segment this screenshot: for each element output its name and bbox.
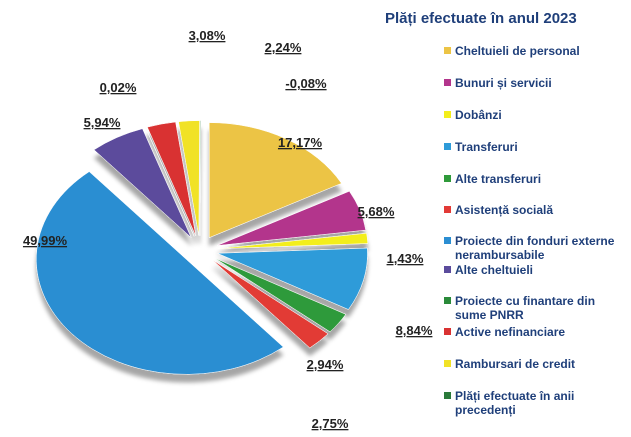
value-label: 0,02% xyxy=(100,80,137,95)
value-label: -0,08% xyxy=(285,76,327,91)
legend-label: Transferuri xyxy=(455,140,518,154)
legend-item: Dobânzi xyxy=(444,108,627,122)
value-label: 2,24% xyxy=(265,40,302,55)
legend-swatch xyxy=(444,47,451,54)
legend-swatch xyxy=(444,360,451,367)
legend-swatch xyxy=(444,175,451,182)
legend-label: Proiecte cu finantare din sume PNRR xyxy=(455,294,596,322)
legend-swatch xyxy=(444,392,451,399)
legend-label: Active nefinanciare xyxy=(455,325,566,339)
slice xyxy=(145,127,195,237)
legend-swatch xyxy=(444,237,451,244)
legend-label: Bunuri și servicii xyxy=(455,76,552,90)
legend-item: Alte transferuri xyxy=(444,172,627,186)
value-label: 2,75% xyxy=(312,416,349,431)
slice xyxy=(199,120,202,236)
legend-label: Proiecte din fonduri externe nerambursab… xyxy=(455,234,615,262)
legend-item: Proiecte din fonduri externe nerambursab… xyxy=(444,234,627,262)
legend-label: Alte cheltuieli xyxy=(455,263,534,277)
slice xyxy=(217,190,367,246)
legend-item: Transferuri xyxy=(444,140,627,154)
legend-swatch xyxy=(444,111,451,118)
slice xyxy=(208,122,342,239)
slice xyxy=(178,120,200,236)
slice xyxy=(217,247,368,310)
value-label: 49,99% xyxy=(23,233,68,248)
slice xyxy=(217,232,369,249)
slice xyxy=(147,121,197,237)
legend-label: Plăți efectuate în anii precedenți xyxy=(455,389,575,417)
slice xyxy=(93,128,192,238)
legend-item: Proiecte cu finantare din sume PNRR xyxy=(444,294,627,322)
value-label: 3,08% xyxy=(189,28,226,43)
legend-item: Bunuri și servicii xyxy=(444,76,627,90)
legend-label: Cheltuieli de personal xyxy=(455,44,580,58)
legend-item: Cheltuieli de personal xyxy=(444,44,627,58)
legend-item: Rambursari de credit xyxy=(444,357,627,371)
legend-swatch xyxy=(444,328,451,335)
value-label: 17,17% xyxy=(278,135,323,150)
value-label: 8,84% xyxy=(396,323,433,338)
legend-swatch xyxy=(444,266,451,273)
legend-label: Asistență socială xyxy=(455,203,554,217)
value-label: 5,68% xyxy=(358,204,395,219)
slices xyxy=(35,120,369,375)
legend-item: Alte cheltuieli xyxy=(444,263,627,277)
legend-swatch xyxy=(444,79,451,86)
slice xyxy=(214,257,347,333)
chart-title: Plăți efectuate în anul 2023 xyxy=(385,10,577,27)
legend-swatch xyxy=(444,206,451,213)
value-label: 5,94% xyxy=(84,115,121,130)
slice xyxy=(35,171,284,375)
value-label: 2,94% xyxy=(307,357,344,372)
legend-label: Rambursari de credit xyxy=(455,357,576,371)
legend-label: Alte transferuri xyxy=(455,172,542,186)
legend-label: Dobânzi xyxy=(455,108,502,122)
legend-item: Active nefinanciare xyxy=(444,325,627,339)
slice xyxy=(212,259,329,349)
legend-swatch xyxy=(444,297,451,304)
legend-item: Plăți efectuate în anii precedenți xyxy=(444,389,627,417)
legend-swatch xyxy=(444,143,451,150)
value-label: 1,43% xyxy=(387,251,424,266)
legend-item: Asistență socială xyxy=(444,203,627,217)
